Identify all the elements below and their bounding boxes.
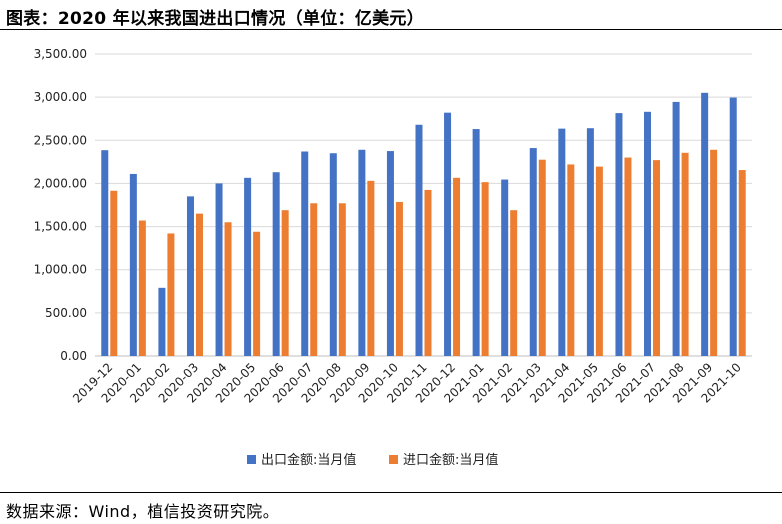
- export-bar: [216, 183, 223, 356]
- import-bar: [624, 158, 631, 356]
- import-bar: [510, 210, 517, 356]
- y-tick-label: 0.00: [60, 349, 87, 363]
- export-bar: [644, 112, 651, 356]
- import-bar: [253, 232, 260, 356]
- export-bar: [158, 288, 165, 356]
- import-bar: [539, 160, 546, 356]
- legend-swatch-import: [389, 455, 398, 464]
- y-tick-label: 2,500.00: [34, 133, 87, 147]
- export-bar: [387, 151, 394, 356]
- export-bar: [358, 150, 365, 356]
- import-bar: [167, 233, 174, 356]
- y-tick-label: 500.00: [45, 306, 87, 320]
- y-tick-label: 3,500.00: [34, 47, 87, 61]
- legend-label-export: 出口金额:当月值: [261, 452, 356, 468]
- chart-title: 图表：2020 年以来我国进出口情况（单位：亿美元）: [6, 4, 424, 29]
- import-bar: [739, 170, 746, 356]
- bottom-rule: [0, 492, 782, 493]
- export-bar: [587, 128, 594, 356]
- export-bar: [730, 98, 737, 356]
- export-bar: [273, 172, 280, 356]
- export-bar: [615, 113, 622, 356]
- import-bar: [110, 191, 117, 356]
- y-tick-label: 1,000.00: [34, 263, 87, 277]
- export-bar: [301, 152, 308, 356]
- export-bar: [501, 180, 508, 356]
- export-bar: [701, 93, 708, 356]
- import-bar: [596, 167, 603, 356]
- export-bar: [473, 129, 480, 356]
- export-bar: [330, 153, 337, 356]
- import-bar: [396, 202, 403, 356]
- import-bar: [425, 190, 432, 356]
- export-bar: [244, 178, 251, 356]
- y-tick-label: 3,000.00: [34, 90, 87, 104]
- import-bar: [710, 150, 717, 356]
- import-bar: [453, 178, 460, 356]
- y-tick-label: 2,000.00: [34, 176, 87, 190]
- export-bar: [558, 129, 565, 356]
- import-bar: [653, 160, 660, 356]
- legend-label-import: 进口金额:当月值: [403, 452, 498, 468]
- export-bar: [130, 174, 137, 356]
- export-bar: [444, 113, 451, 356]
- chart: 0.00 500.00 1,000.00 1,500.00 2,000.00 2,500.…: [0, 30, 782, 490]
- import-bar: [196, 214, 203, 356]
- import-bar: [567, 164, 574, 356]
- import-bar: [339, 203, 346, 356]
- import-bar: [367, 181, 374, 356]
- y-tick-label: 1,500.00: [34, 220, 87, 234]
- import-bar: [225, 222, 232, 356]
- import-bar: [482, 182, 489, 356]
- import-bar: [139, 221, 146, 356]
- export-bar: [530, 148, 537, 356]
- export-bar: [187, 196, 194, 356]
- import-bar: [310, 203, 317, 356]
- legend-swatch-export: [247, 455, 256, 464]
- export-bar: [673, 102, 680, 356]
- source-note: 数据来源：Wind，植信投资研究院。: [6, 498, 279, 522]
- import-bar: [282, 210, 289, 356]
- export-bar: [101, 150, 108, 356]
- export-bar: [416, 125, 423, 356]
- import-bar: [682, 153, 689, 356]
